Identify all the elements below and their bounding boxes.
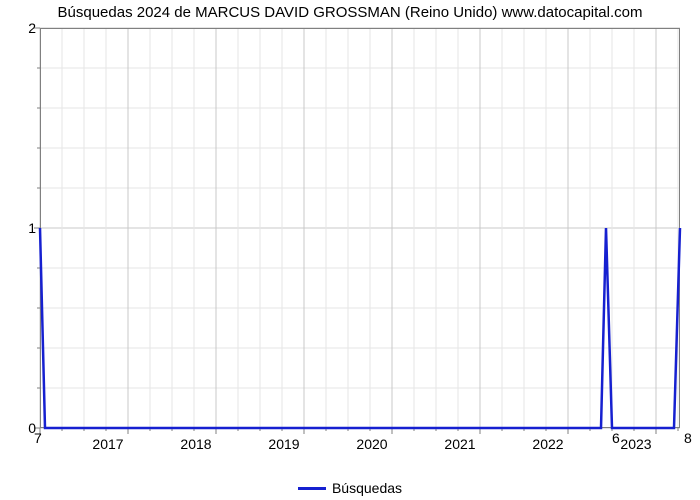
corner-label-right-above: 6 <box>612 430 620 446</box>
x-tick-label: 2023 <box>620 436 651 452</box>
legend-label: Búsquedas <box>332 480 402 496</box>
x-tick-label: 2018 <box>180 436 211 452</box>
legend: Búsquedas <box>0 480 700 496</box>
x-tick-label: 2020 <box>356 436 387 452</box>
chart-svg <box>40 28 680 428</box>
plot-area <box>40 28 680 428</box>
y-tick-label: 2 <box>0 20 36 36</box>
corner-label-bottom-left: 7 <box>34 430 42 446</box>
corner-label-bottom-right: 8 <box>684 430 692 446</box>
legend-swatch <box>298 487 326 490</box>
x-tick-label: 2021 <box>444 436 475 452</box>
y-tick-label: 1 <box>0 220 36 236</box>
x-tick-label: 2017 <box>92 436 123 452</box>
y-tick-label: 0 <box>0 420 36 436</box>
chart-title: Búsquedas 2024 de MARCUS DAVID GROSSMAN … <box>0 4 700 21</box>
x-tick-label: 2022 <box>532 436 563 452</box>
chart-container: Búsquedas 2024 de MARCUS DAVID GROSSMAN … <box>0 0 700 500</box>
x-tick-label: 2019 <box>268 436 299 452</box>
